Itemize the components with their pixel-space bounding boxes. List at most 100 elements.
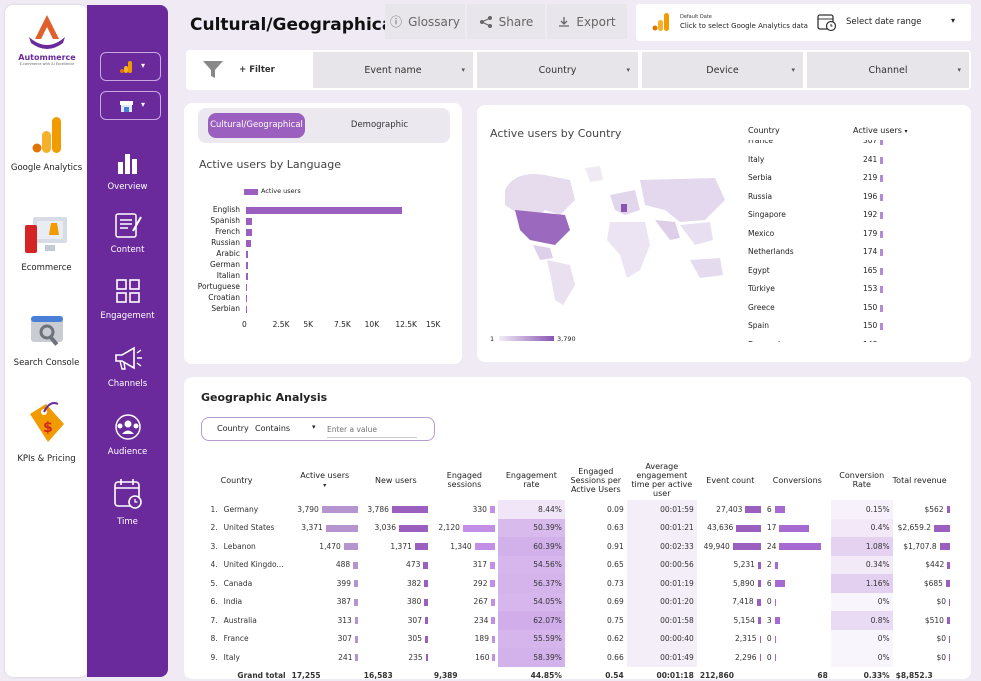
language-bar-row[interactable]: French bbox=[184, 227, 424, 238]
language-bar-row[interactable]: German bbox=[184, 260, 424, 271]
country-row[interactable]: Greece 150 bbox=[748, 303, 918, 321]
filter-operator[interactable]: Contains bbox=[255, 424, 291, 433]
cell-value: France bbox=[223, 634, 249, 644]
language-bar bbox=[246, 251, 249, 258]
country-row[interactable]: Denmark 148 bbox=[748, 340, 918, 342]
table-row[interactable]: 3. Lebanon 1,470 1,371 1,340 60.39% 0.91 00:02:… bbox=[198, 537, 953, 556]
nav-time[interactable]: Time bbox=[87, 477, 168, 527]
table-row[interactable]: 2. United States 3,371 3,036 2,120 50.39% 0.63… bbox=[198, 518, 953, 538]
language-bar-row[interactable]: Serbian bbox=[184, 304, 424, 315]
active-users-cell: 399 bbox=[289, 574, 361, 593]
language-bar-row[interactable]: Spanish bbox=[184, 216, 424, 227]
cell-value: $0 bbox=[936, 597, 946, 607]
table-row[interactable]: 4. United Kingdo... 488 473 317 54.56% 0.65 00:… bbox=[198, 555, 953, 574]
cell-value: Australia bbox=[223, 615, 257, 625]
cell-value: 60.39% bbox=[533, 541, 562, 551]
nav-ecommerce[interactable]: Ecommerce bbox=[5, 215, 88, 273]
date-range-control[interactable]: Default Date Click to select Google Anal… bbox=[636, 4, 971, 41]
table-row[interactable]: 8. France 307 305 189 55.59% 0.62 00:00:40 2,315… bbox=[198, 629, 953, 648]
nav-kpis-pricing[interactable]: $ KPIs & Pricing bbox=[5, 400, 88, 464]
column-header-conversion-rate[interactable]: Conversion Rate bbox=[839, 471, 885, 489]
cell-value: 44.85% bbox=[530, 671, 562, 681]
cell-bar bbox=[490, 598, 495, 606]
table-row[interactable]: 6. India 387 380 267 54.05% 0.69 00:01:20 7,418 0… bbox=[198, 592, 953, 611]
nav-content[interactable]: Content bbox=[87, 211, 168, 255]
nav-search-console[interactable]: Search Console bbox=[5, 310, 88, 368]
language-label: Italian bbox=[216, 271, 240, 280]
column-header-avg-engagement-time[interactable]: Average engagement time per active user bbox=[631, 462, 693, 498]
country-row[interactable]: Egypt 165 bbox=[748, 266, 918, 284]
nav-google-analytics[interactable]: Google Analytics bbox=[5, 115, 88, 173]
language-bar-row[interactable]: Croatian bbox=[184, 293, 424, 304]
channel-filter[interactable]: Channel ▾ bbox=[807, 52, 969, 88]
cell-value: 27,403 bbox=[716, 504, 743, 514]
column-header-active-users[interactable]: Active users ▾ bbox=[289, 460, 361, 500]
filter-value-input[interactable] bbox=[327, 421, 417, 438]
conversions-cell: 3 bbox=[764, 611, 831, 630]
table-row[interactable]: 5. Canada 399 382 292 56.37% 0.73 00:01:19 5,890… bbox=[198, 574, 953, 593]
column-header-total-revenue[interactable]: Total revenue bbox=[892, 475, 947, 485]
country-users: 179 bbox=[863, 228, 878, 238]
country-cell: Australia bbox=[221, 611, 289, 630]
bar-chart-icon bbox=[117, 154, 137, 174]
event-name-filter[interactable]: Event name ▾ bbox=[313, 52, 473, 88]
column-header-event-count[interactable]: Event count bbox=[706, 475, 755, 485]
share-button[interactable]: Share bbox=[467, 4, 545, 39]
tab-demographic[interactable]: Demographic bbox=[350, 120, 409, 130]
cell-bar bbox=[355, 654, 358, 662]
country-list[interactable]: France 307 Italy 241 Serbia 219 Russia 196 Singa… bbox=[745, 140, 945, 342]
brand-logo[interactable]: Autommerce E-commerce with AI Excellence bbox=[17, 13, 77, 66]
language-bar-row[interactable]: Russian bbox=[184, 238, 424, 249]
column-header-conversions[interactable]: Conversions bbox=[772, 475, 822, 485]
cell-value: $510 bbox=[924, 615, 944, 625]
nav-engagement[interactable]: Engagement bbox=[87, 277, 168, 321]
glossary-button[interactable]: ⓘ Glossary bbox=[385, 4, 465, 39]
country-row[interactable]: Netherlands 174 bbox=[748, 247, 918, 265]
country-row[interactable]: France 307 bbox=[748, 140, 918, 154]
engaged-sessions-cell: 234 bbox=[431, 611, 498, 630]
cell-value: $1,707.8 bbox=[903, 541, 937, 551]
nav-channels[interactable]: Channels bbox=[87, 345, 168, 389]
column-header-engagement-rate[interactable]: Engagement rate bbox=[505, 471, 557, 489]
language-bar-row[interactable]: English bbox=[184, 205, 424, 216]
cell-value: 16,583 bbox=[363, 671, 393, 681]
language-bar-row[interactable]: Italian bbox=[184, 271, 424, 282]
export-button[interactable]: Export bbox=[547, 4, 627, 39]
revenue-cell: $685 bbox=[893, 574, 953, 593]
column-header-country[interactable]: Country bbox=[220, 475, 253, 485]
country-filter[interactable]: Country ▾ bbox=[477, 52, 638, 88]
country-row[interactable]: Singapore 192 bbox=[748, 210, 918, 228]
column-header-engaged-per-user[interactable]: Engaged Sessions per Active Users bbox=[570, 466, 622, 494]
column-header-new-users[interactable]: New users bbox=[375, 475, 417, 485]
device-filter[interactable]: Device ▾ bbox=[642, 52, 803, 88]
table-row[interactable]: 9. Italy 241 235 160 58.39% 0.66 00:01:49 2,296 0… bbox=[198, 648, 953, 667]
language-bar-row[interactable]: Arabic bbox=[184, 249, 424, 260]
country-row[interactable]: Mexico 179 bbox=[748, 229, 918, 247]
column-header-active-users[interactable]: Active users ▾ bbox=[853, 126, 907, 135]
column-header-engaged-sessions[interactable]: Engaged sessions bbox=[446, 471, 482, 489]
language-label: German bbox=[209, 260, 240, 269]
active-users-cell: 1,470 bbox=[289, 537, 361, 556]
country-row[interactable]: Spain 150 bbox=[748, 321, 918, 339]
country-row[interactable]: Italy 241 bbox=[748, 155, 918, 173]
nav-overview[interactable]: Overview bbox=[87, 150, 168, 192]
calendar-clock-icon bbox=[817, 14, 837, 32]
nav-audience[interactable]: Audience bbox=[87, 413, 168, 457]
column-header-country[interactable]: Country bbox=[748, 126, 780, 135]
store-dropdown[interactable]: ▾ bbox=[100, 91, 161, 120]
world-map[interactable] bbox=[485, 160, 735, 310]
tab-cultural[interactable]: Cultural/Geographical bbox=[208, 113, 305, 138]
event-count-cell: 27,403 bbox=[697, 500, 764, 519]
cell-bar bbox=[423, 561, 428, 569]
add-filter-button[interactable]: + Filter bbox=[190, 52, 310, 88]
language-bar-row[interactable]: Portuguese bbox=[184, 282, 424, 293]
data-source-dropdown[interactable]: ▾ bbox=[100, 52, 161, 81]
country-row[interactable]: Türkiye 153 bbox=[748, 284, 918, 302]
country-row[interactable]: Serbia 219 bbox=[748, 173, 918, 191]
country-row[interactable]: Russia 196 bbox=[748, 192, 918, 210]
cell-value: 307 bbox=[337, 634, 352, 644]
chevron-down-icon: ▾ bbox=[957, 66, 961, 74]
table-row[interactable]: 1. Germany 3,790 3,786 330 8.44% 0.09 00:01:59 2… bbox=[198, 500, 953, 519]
sessions-per-user-cell: 0.63 bbox=[565, 519, 627, 538]
table-row[interactable]: 7. Australia 313 307 234 62.07% 0.75 00:01:58 5,… bbox=[198, 611, 953, 630]
